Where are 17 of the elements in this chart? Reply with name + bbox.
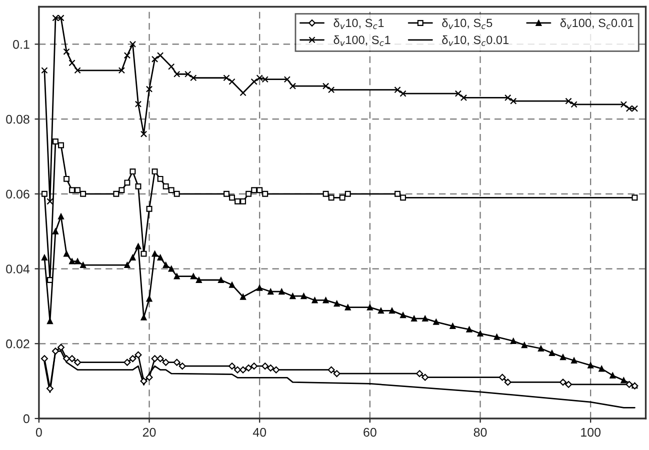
x-tick-label: 40 bbox=[252, 428, 266, 437]
y-tick-label: 0 bbox=[23, 414, 30, 424]
legend-label: δ$_{v}$100, S$_{c}$0.01 bbox=[560, 18, 634, 30]
y-tick-label: 0.02 bbox=[6, 339, 30, 348]
y-tick-label: 0.08 bbox=[6, 114, 30, 124]
legend-label: δ$_{v}$10, S$_{c}$5 bbox=[442, 18, 492, 30]
x-tick-label: 20 bbox=[142, 428, 156, 437]
x-tick-label: 0 bbox=[36, 428, 42, 437]
x-tick-label: 100 bbox=[581, 428, 601, 437]
legend-label: δ$_{v}$10, S$_{c}$0.01 bbox=[442, 35, 508, 46]
legend-label: δ$_{v}$100, S$_{c}$1 bbox=[334, 35, 390, 46]
y-tick-label: 0.1 bbox=[13, 40, 30, 49]
x-tick-label: 60 bbox=[364, 428, 376, 437]
x-tick-label: 80 bbox=[474, 428, 487, 437]
y-tick-label: 0.06 bbox=[6, 190, 30, 199]
legend-label: δ$_{v}$10, S$_{c}$1 bbox=[334, 18, 384, 30]
y-tick-label: 0.04 bbox=[6, 264, 30, 274]
